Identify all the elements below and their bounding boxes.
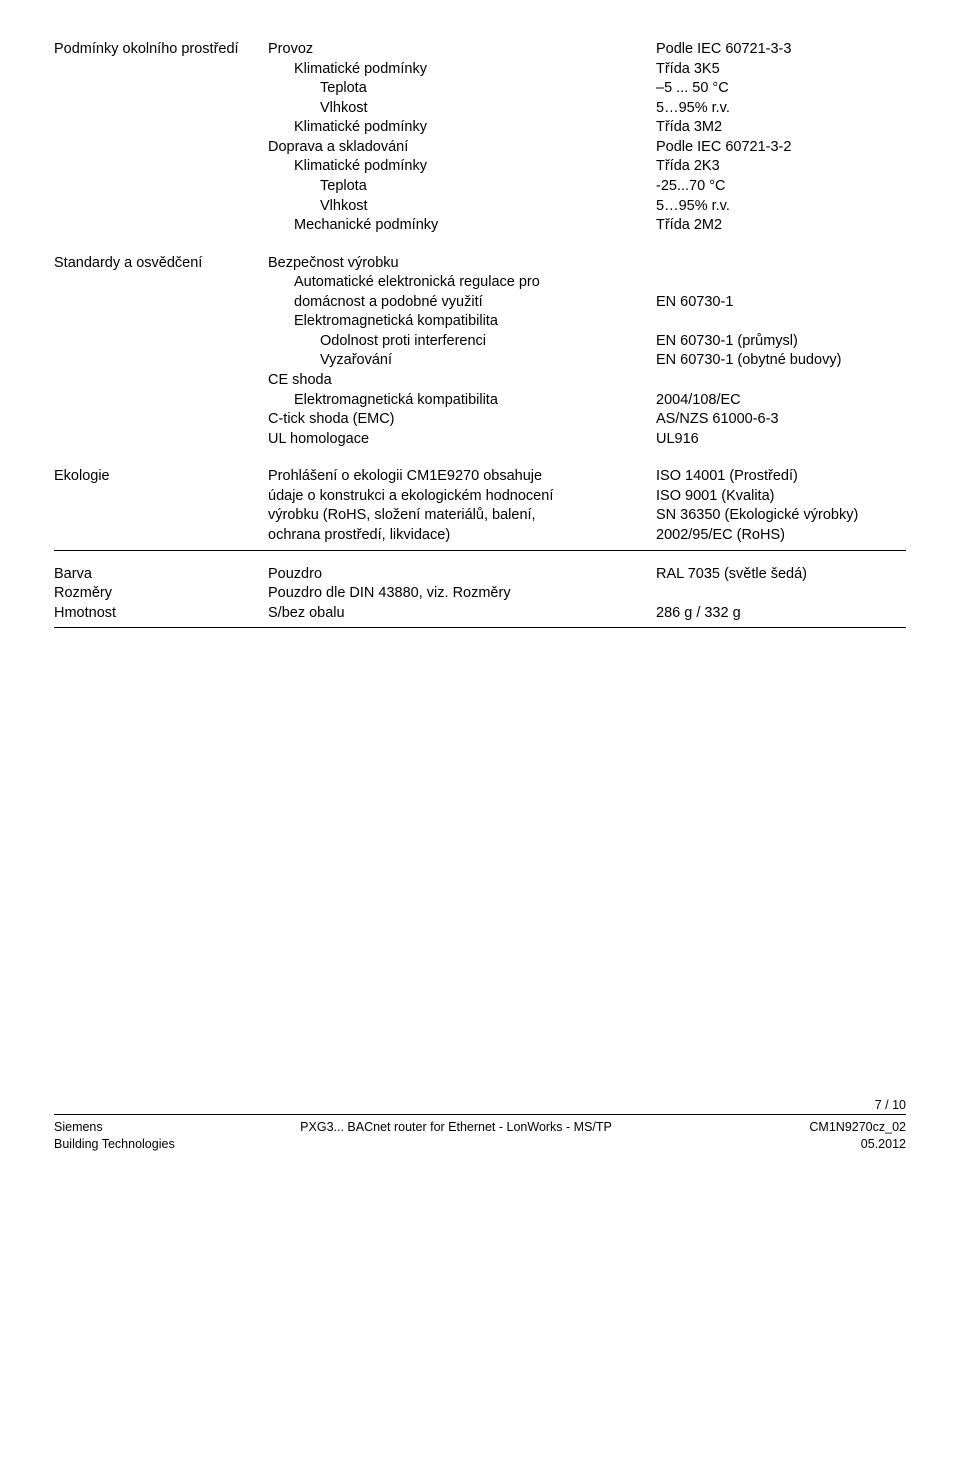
color-heading: Barva [54,565,268,585]
ecology-l1: Prohlášení o ekologii CM1E9270 obsahuje [268,467,656,487]
footer-l1-right: CM1N9270cz_02 [809,1119,906,1136]
footer-divider [54,1114,906,1115]
ul-value: UL916 [656,430,906,450]
env-op-climate-label: Klimatické podmínky [268,60,656,80]
ce-label: CE shoda [268,371,656,391]
dims-heading: Rozměry [54,584,268,604]
color-label: Pouzdro [268,565,656,585]
env-op-climate2-value: Třída 3M2 [656,118,906,138]
env-op-label: Provoz [268,40,656,60]
env-tr-humid-value: 5…95% r.v. [656,197,906,217]
ctick-label: C-tick shoda (EMC) [268,410,656,430]
env-tr-temp-value: -25...70 °C [656,177,906,197]
immunity-label: Odolnost proti interferenci [268,332,656,352]
emc-label: Elektromagnetická kompatibilita [268,312,656,332]
footer-l2-left: Building Technologies [54,1136,175,1153]
ecology-v2: ISO 9001 (Kvalita) [656,487,906,507]
ecology-v4: 2002/95/EC (RoHS) [656,526,906,546]
ecology-l3: výrobku (RoHS, složení materiálů, balení… [268,506,656,526]
ecology-l4: ochrana prostředí, likvidace) [268,526,656,546]
ul-label: UL homologace [268,430,656,450]
page-number: 7 / 10 [54,1098,906,1114]
ecology-heading: Ekologie [54,467,268,487]
env-op-climate2-label: Klimatické podmínky [268,118,656,138]
ecology-v1: ISO 14001 (Prostředí) [656,467,906,487]
autoreg-l1: Automatické elektronická regulace pro [268,273,656,293]
divider [54,550,906,551]
page-footer: 7 / 10 Siemens PXG3... BACnet router for… [54,1098,906,1153]
env-transport-label: Doprava a skladování [268,138,656,158]
env-op-temp-value: –5 ... 50 °C [656,79,906,99]
autoreg-val: EN 60730-1 [656,293,906,313]
standards-safety: Bezpečnost výrobku [268,254,656,274]
ce-emc-value: 2004/108/EC [656,391,906,411]
weight-heading: Hmotnost [54,604,268,624]
autoreg-l2: domácnost a podobné využití [268,293,656,313]
env-op-climate-value: Třída 3K5 [656,60,906,80]
footer-l2-right: 05.2012 [861,1136,906,1153]
dims-label: Pouzdro dle DIN 43880, viz. Rozměry [268,584,656,604]
weight-label: S/bez obalu [268,604,656,624]
env-transport-value: Podle IEC 60721-3-2 [656,138,906,158]
env-heading: Podmínky okolního prostředí [54,40,268,60]
emission-label: Vyzařování [268,351,656,371]
color-value: RAL 7035 (světle šedá) [656,565,906,585]
env-op-humid-value: 5…95% r.v. [656,99,906,119]
env-tr-climate-label: Klimatické podmínky [268,157,656,177]
footer-l1-mid: PXG3... BACnet router for Ethernet - Lon… [300,1119,612,1136]
env-tr-mech-value: Třída 2M2 [656,216,906,236]
env-tr-climate-value: Třída 2K3 [656,157,906,177]
env-op-humid-label: Vlhkost [268,99,656,119]
weight-value: 286 g / 332 g [656,604,906,624]
section-standards: Standardy a osvědčení Bezpečnost výrobku… [54,254,906,450]
ctick-value: AS/NZS 61000-6-3 [656,410,906,430]
divider-2 [54,627,906,628]
env-op-value: Podle IEC 60721-3-3 [656,40,906,60]
footer-l1-left: Siemens [54,1119,103,1136]
env-tr-temp-label: Teplota [268,177,656,197]
ecology-l2: údaje o konstrukci a ekologickém hodnoce… [268,487,656,507]
immunity-value: EN 60730-1 (průmysl) [656,332,906,352]
section-environment: Podmínky okolního prostředí Provoz Podle… [54,40,906,236]
env-tr-mech-label: Mechanické podmínky [268,216,656,236]
section-color: Barva Pouzdro RAL 7035 (světle šedá) Roz… [54,565,906,624]
emission-value: EN 60730-1 (obytné budovy) [656,351,906,371]
env-tr-humid-label: Vlhkost [268,197,656,217]
section-ecology: Ekologie Prohlášení o ekologii CM1E9270 … [54,467,906,545]
ce-emc-label: Elektromagnetická kompatibilita [268,391,656,411]
env-op-temp-label: Teplota [268,79,656,99]
ecology-v3: SN 36350 (Ekologické výrobky) [656,506,906,526]
standards-heading: Standardy a osvědčení [54,254,268,274]
